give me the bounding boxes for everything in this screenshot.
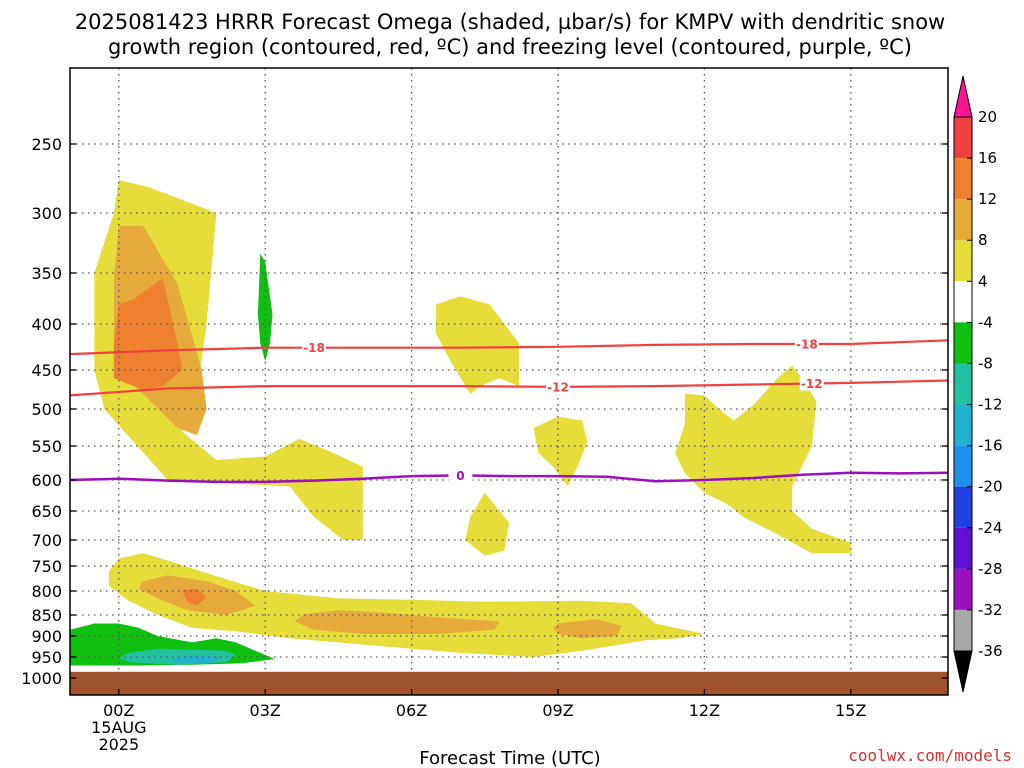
y-tick-label-850: 850 (31, 606, 62, 625)
dgz-label--12-1-bg (799, 376, 824, 391)
x-tick-label-12Z: 12Z (689, 701, 720, 720)
y-tick-label-800: 800 (31, 582, 62, 601)
colorbar-segment-4 (954, 281, 972, 323)
y-tick-label-950: 950 (31, 648, 62, 667)
colorbar-segment-8 (954, 445, 972, 487)
colorbar-segment-11 (954, 568, 972, 610)
y-tick-label-350: 350 (31, 264, 62, 283)
x-tick-label-15Z: 15Z (835, 701, 866, 720)
colorbar-tick-label-3: 8 (978, 231, 988, 249)
colorbar-segment-9 (954, 486, 972, 528)
dgz-label--18-1: -18 (796, 337, 818, 351)
colorbar-segment-7 (954, 404, 972, 446)
y-tick-label-600: 600 (31, 471, 62, 490)
colorbar-segment-10 (954, 527, 972, 569)
colorbar-segment-6 (954, 363, 972, 405)
chart-title-line1: 2025081423 HRRR Forecast Omega (shaded, … (75, 10, 945, 34)
ground-terrain (70, 671, 948, 695)
colorbar-tick-label-4: 4 (978, 272, 988, 290)
x-axis-label: Forecast Time (UTC) (419, 748, 600, 768)
dgz-label--12-0-bg (546, 379, 570, 394)
freezing-level-contour (69, 471, 949, 484)
colorbar-segment-5 (954, 322, 972, 364)
y-tick-label-300: 300 (31, 204, 62, 223)
colorbar-segment-3 (954, 240, 972, 282)
axes: 250 300 350 400 450 500 550 600 650 700 750 800 850 9… (21, 67, 949, 754)
colorbar-tick-label-12: -32 (978, 601, 1003, 619)
colorbar-tick-label-13: -36 (978, 642, 1003, 660)
colorbar-tick-label-5: -4 (978, 313, 993, 331)
freezing-level-label-bg (448, 468, 473, 483)
freezing-level-label: 0 (456, 469, 464, 483)
omega-region-9 (182, 588, 207, 606)
omega-region-2 (113, 278, 183, 390)
contour-lines: -18 -18 -12 -12 0 (69, 336, 949, 484)
omega-region-3 (436, 296, 519, 394)
y-tick-label-700: 700 (31, 531, 62, 550)
chart-title-line2: growth region (contoured, red, ºC) and f… (108, 35, 912, 59)
x-tick-sublabel-00Z-0: 15AUG (91, 718, 146, 737)
colorbar-tick-label-7: -12 (978, 396, 1003, 414)
y-tick-label-550: 550 (31, 437, 62, 456)
colorbar-segment-1 (954, 158, 972, 200)
y-tick-label-650: 650 (31, 502, 62, 521)
x-tick-sublabel-00Z-1: 2025 (98, 735, 139, 754)
omega-region-11 (553, 619, 622, 639)
x-tick-label-00Z: 00Z (103, 701, 134, 720)
omega-region-5 (465, 492, 510, 556)
y-tick-label-1000: 1000 (21, 669, 62, 688)
dgz-label--18-1-bg (794, 336, 819, 351)
omega-region-6 (675, 365, 851, 554)
colorbar-tick-label-1: 16 (978, 149, 997, 167)
dgz-label--12-0: -12 (547, 380, 569, 394)
credit-text: coolwx.com/models (848, 746, 1012, 765)
colorbar-frame (953, 116, 973, 652)
colorbar-segment-12 (954, 609, 972, 651)
dgz-label--18-0-bg (302, 340, 326, 355)
omega-region-10 (294, 610, 500, 634)
colorbar-tick-label-0: 20 (978, 108, 997, 126)
y-tick-label-750: 750 (31, 557, 62, 576)
colorbar-tick-label-9: -20 (978, 478, 1003, 496)
y-tick-label-500: 500 (31, 400, 62, 419)
y-tick-label-900: 900 (31, 627, 62, 646)
colorbar-tick-label-6: -8 (978, 354, 993, 372)
grid (70, 68, 948, 679)
omega-region-7 (109, 553, 705, 657)
colorbar-segment-2 (954, 199, 972, 241)
omega-region-4 (533, 416, 588, 487)
x-tick-label-03Z: 03Z (250, 701, 281, 720)
dgz-label--12-1: -12 (801, 377, 823, 391)
colorbar-tick-label-8: -16 (978, 437, 1003, 455)
omega-region-16 (257, 253, 273, 362)
y-tick-label-400: 400 (31, 315, 62, 334)
colorbar-segment-0 (954, 117, 972, 159)
colorbar-top-arrow (953, 75, 973, 118)
dgz-label--18-0: -18 (303, 341, 325, 355)
plot-frame (69, 67, 949, 696)
y-tick-label-450: 450 (31, 361, 62, 380)
colorbar-tick-label-2: 12 (978, 190, 997, 208)
y-tick-label-250: 250 (31, 135, 62, 154)
colorbar-bottom-arrow (953, 650, 973, 693)
x-tick-label-06Z: 06Z (396, 701, 427, 720)
x-tick-label-09Z: 09Z (542, 701, 573, 720)
colorbar-tick-label-11: -28 (978, 560, 1003, 578)
colorbar-tick-label-10: -24 (978, 519, 1003, 537)
colorbar: 20 16 12 8 4 -4 -8 -12 -16 -20 -24 -28 -32 -36 (953, 75, 1003, 693)
